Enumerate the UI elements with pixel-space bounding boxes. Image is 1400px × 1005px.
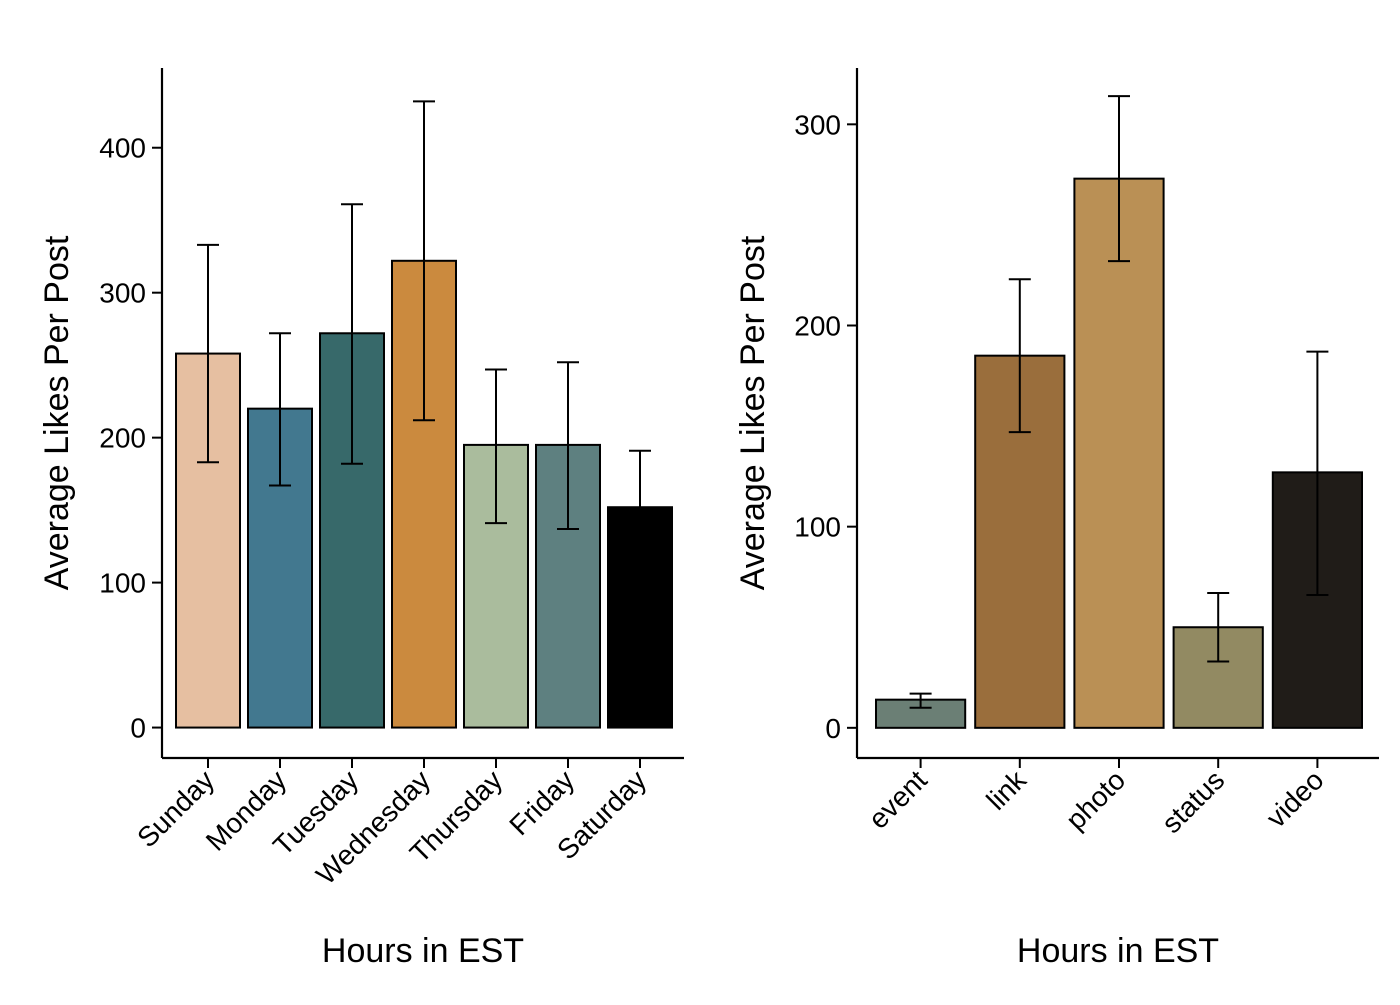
bar-photo bbox=[1073, 177, 1165, 729]
x-tick-label: link bbox=[980, 764, 1032, 816]
y-tick-label: 0 bbox=[825, 713, 841, 744]
y-axis-title: Average Likes Per Post bbox=[734, 235, 772, 590]
chart-panel-2: 0 100 200 300 event link photo status video Hours… bbox=[734, 68, 1379, 970]
y-tick-label: 200 bbox=[99, 423, 146, 454]
y-tick-label: 300 bbox=[794, 109, 841, 140]
y-tick-label: 100 bbox=[794, 512, 841, 543]
y-tick-label: 400 bbox=[99, 133, 146, 164]
y-axis-title: Average Likes Per Post bbox=[38, 235, 76, 590]
y-tick-label: 300 bbox=[99, 278, 146, 309]
x-tick-label: photo bbox=[1060, 764, 1131, 835]
x-tick-label: video bbox=[1260, 764, 1329, 833]
x-axis-title: Hours in EST bbox=[322, 932, 524, 970]
y-tick-label: 100 bbox=[99, 568, 146, 599]
x-tick-label: status bbox=[1156, 764, 1231, 839]
x-tick-label: event bbox=[862, 764, 933, 835]
chart-panel-1: 0100200300400SundayMondayTuesdayWednesda… bbox=[38, 68, 684, 970]
x-axis-title: Hours in EST bbox=[1017, 932, 1219, 970]
y-tick-label: 200 bbox=[794, 310, 841, 341]
y-tick-label: 0 bbox=[130, 713, 146, 744]
